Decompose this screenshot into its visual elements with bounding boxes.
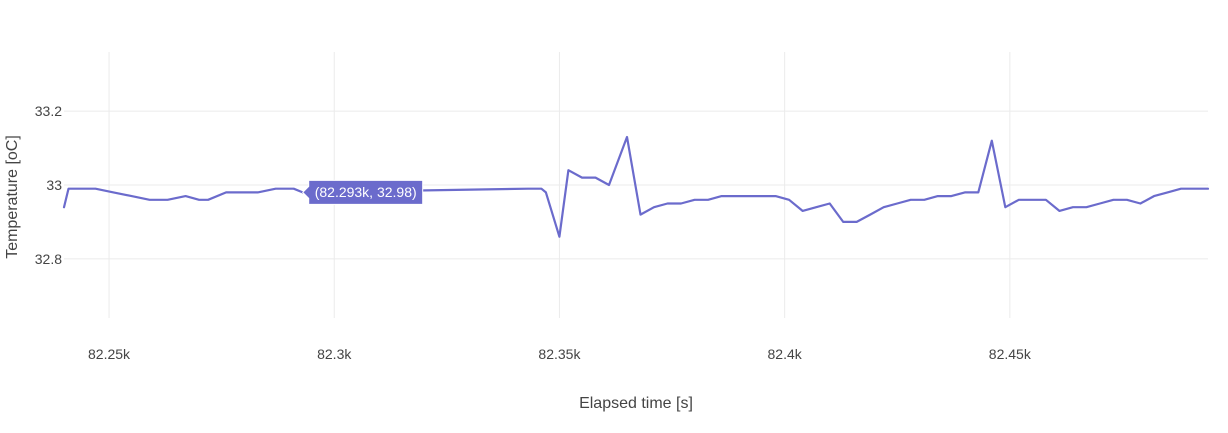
series-layer bbox=[62, 135, 1210, 238]
temperature-series-line[interactable] bbox=[62, 135, 1210, 238]
y-tick-labels: 32.8 33 33.2 bbox=[35, 103, 62, 267]
hover-tooltip: (82.293k, 32.98) bbox=[302, 179, 424, 205]
y-tick-label: 33 bbox=[46, 177, 62, 193]
hover-tooltip-box bbox=[302, 179, 424, 205]
x-tick-label: 82.3k bbox=[317, 346, 352, 362]
x-tick-labels: 82.25k 82.3k 82.35k 82.4k 82.45k bbox=[88, 346, 1032, 362]
y-axis-title: Temperature [oC] bbox=[4, 135, 21, 259]
x-tick-label: 82.45k bbox=[989, 346, 1032, 362]
y-tick-label: 32.8 bbox=[35, 251, 62, 267]
y-tick-label: 33.2 bbox=[35, 103, 62, 119]
x-tick-label: 82.35k bbox=[538, 346, 581, 362]
hover-tooltip-label: (82.293k, 32.98) bbox=[315, 184, 417, 200]
x-axis-title: Elapsed time [s] bbox=[579, 395, 693, 412]
x-tick-label: 82.4k bbox=[768, 346, 803, 362]
x-tick-label: 82.25k bbox=[88, 346, 131, 362]
